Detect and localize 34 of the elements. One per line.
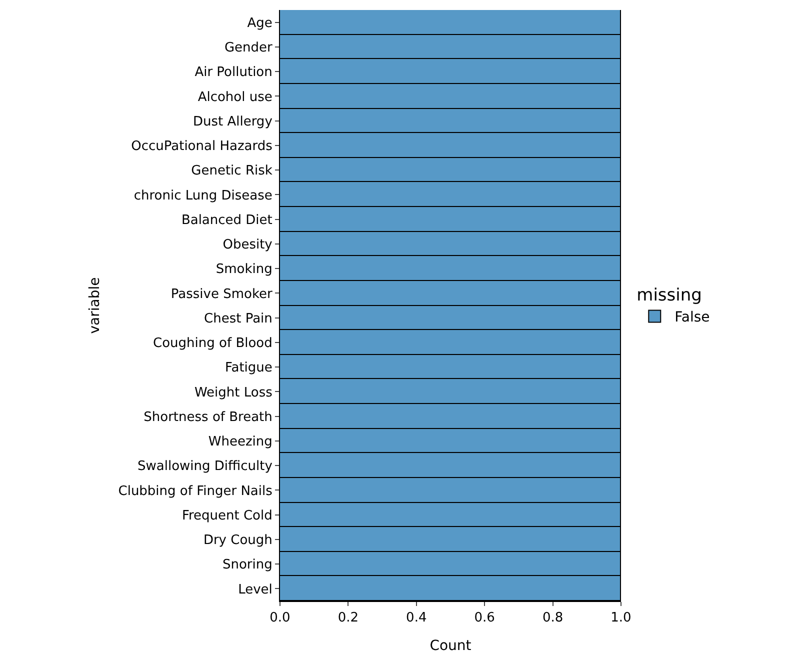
y-tick-label: Genetic Risk <box>191 164 273 179</box>
y-tick-label: Wheezing <box>208 434 272 450</box>
y-tick-label: Dust Allergy <box>192 114 273 130</box>
y-tick-label: Balanced Diet <box>181 212 272 228</box>
y-tick-label: Smoking <box>216 262 272 278</box>
y-axis-title: variable <box>86 277 103 334</box>
y-tick-label: Obesity <box>222 237 273 252</box>
y-tick-label: Age <box>247 16 272 31</box>
y-tick-label: Chest Pain <box>204 311 272 326</box>
x-tick-label: 0.4 <box>406 610 427 626</box>
y-tick-label: Alcohol use <box>198 90 272 105</box>
x-tick-label: 0.8 <box>542 610 564 626</box>
x-tick-label: 0.6 <box>474 610 495 626</box>
y-tick-label: Air Pollution <box>194 65 272 80</box>
y-tick-label: Clubbing of Finger Nails <box>118 484 273 499</box>
y-tick-label: Passive Smoker <box>170 286 274 302</box>
y-tick-label: Shortness of Breath <box>144 410 272 425</box>
y-tick-label: OccuPational Hazards <box>131 138 273 154</box>
y-tick-label: Frequent Cold <box>182 508 272 524</box>
legend-title: missing <box>636 286 702 306</box>
x-tick-label: 0.0 <box>270 610 290 626</box>
x-axis-title: Count <box>430 638 472 654</box>
x-tick-label: 1.0 <box>610 610 632 626</box>
y-tick-label: Snoring <box>222 558 272 573</box>
y-tick-label: Swallowing Difficulty <box>138 459 273 474</box>
y-tick-label: Gender <box>224 40 274 56</box>
y-tick-label: Dry Cough <box>203 532 272 548</box>
y-tick-label: Weight Loss <box>194 385 273 400</box>
y-tick-label: chronic Lung Disease <box>134 188 272 204</box>
x-tick-label: 0.2 <box>338 610 359 626</box>
y-tick-label: Coughing of Blood <box>153 336 272 351</box>
y-tick-label: Level <box>238 582 272 598</box>
legend-label: False <box>674 310 710 326</box>
y-tick-label: Fatigue <box>224 360 272 376</box>
